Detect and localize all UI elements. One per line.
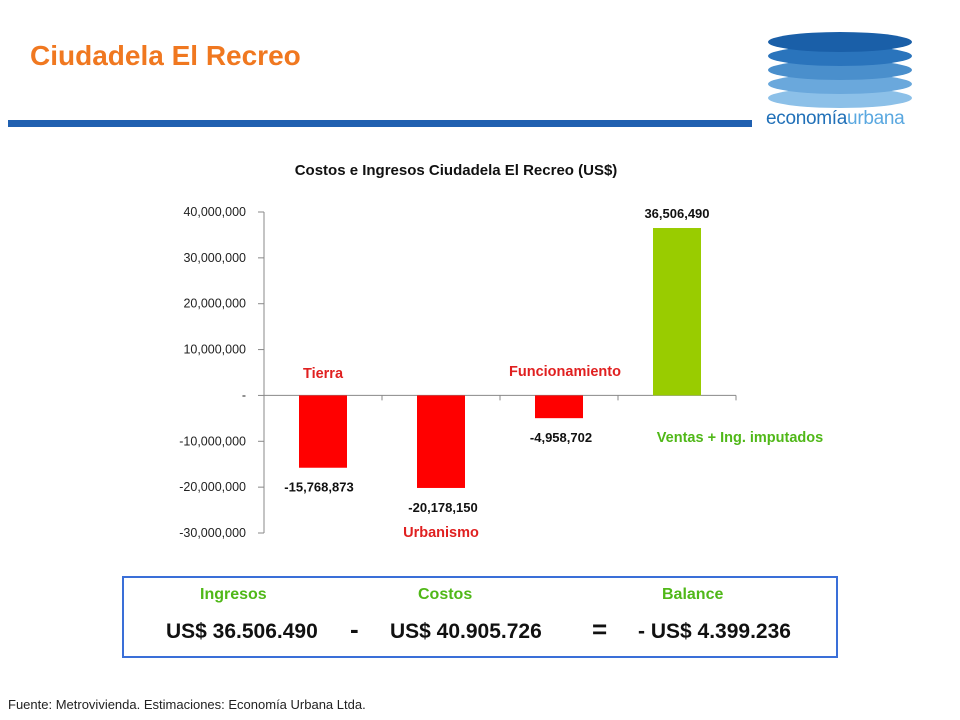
y-tick-label: 40,000,000 [183,205,246,219]
logo-disc-4 [768,46,912,66]
y-tick-label: -20,000,000 [179,480,246,494]
category-label: Funcionamiento [509,364,621,380]
page-title: Ciudadela El Recreo [30,40,301,71]
chart-title: Costos e Ingresos Ciudadela El Recreo (U… [295,162,618,179]
source-note: Fuente: Metrovivienda. Estimaciones: Eco… [8,697,366,712]
logo-disc-1 [768,88,912,108]
logo-text-light: urbana [847,108,905,129]
equals-operator: = [592,614,608,644]
logo-disc-2 [768,74,912,94]
bar-value-label: -15,768,873 [284,480,353,495]
balance-label: Balance [662,586,724,603]
cost-income-bar-chart: Costos e Ingresos Ciudadela El Recreo (U… [179,162,823,541]
balance-value: - US$ 4.399.236 [638,620,791,643]
ingresos-value: US$ 36.506.490 [166,620,318,643]
balance-summary-box [122,576,838,658]
bar-value-label: 36,506,490 [644,206,709,221]
y-tick-label: 20,000,000 [183,297,246,311]
logo-disc-3 [768,60,912,80]
category-label: Tierra [303,366,344,382]
minus-operator: - [350,614,359,644]
logo-text: economíaurbana [766,108,905,130]
bar [299,395,347,468]
title-divider [8,120,752,127]
bar [417,395,465,488]
bar-value-label: -20,178,150 [408,500,477,515]
category-label: Urbanismo [403,525,479,541]
bar [653,228,701,396]
y-tick-label: - [242,388,246,402]
economia-urbana-logo-icon [768,32,912,108]
y-tick-label: 10,000,000 [183,343,246,357]
y-tick-label: -10,000,000 [179,434,246,448]
bar-value-label: -4,958,702 [530,430,592,445]
costos-label: Costos [418,586,473,603]
ingresos-label: Ingresos [200,586,267,603]
costos-value: US$ 40.905.726 [390,620,542,643]
y-tick-label: -30,000,000 [179,526,246,540]
category-label: Ventas + Ing. imputados [657,430,823,446]
y-tick-label: 30,000,000 [183,251,246,265]
logo-disc-5 [768,32,912,52]
logo-text-dark: economía [766,108,848,129]
bar [535,395,583,419]
